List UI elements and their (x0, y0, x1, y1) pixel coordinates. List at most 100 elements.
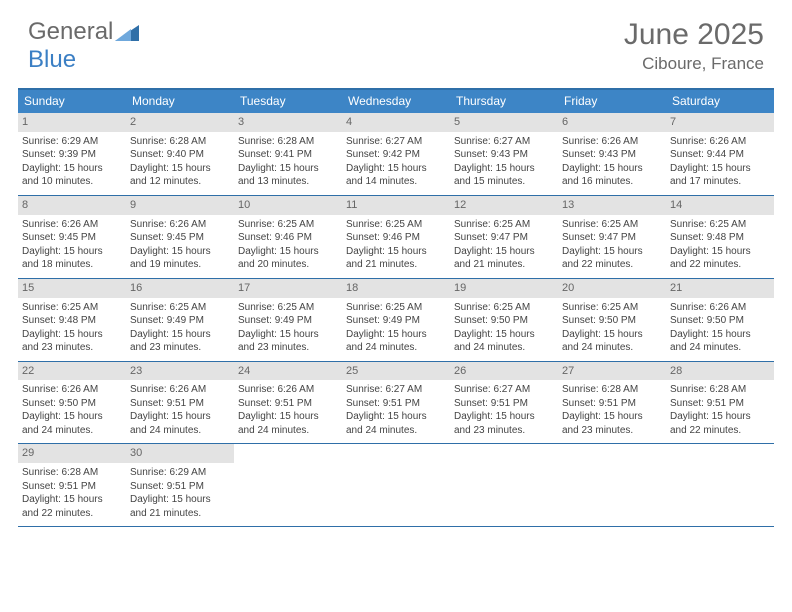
sunset-text: Sunset: 9:50 PM (562, 314, 662, 328)
day-number: 9 (126, 196, 234, 215)
day-number: 30 (126, 444, 234, 463)
logo-word1: General (28, 18, 113, 46)
sunrise-text: Sunrise: 6:28 AM (238, 135, 338, 149)
day-number: 12 (450, 196, 558, 215)
sunrise-text: Sunrise: 6:25 AM (562, 218, 662, 232)
sunrise-text: Sunrise: 6:25 AM (346, 301, 446, 315)
daylight-text: Daylight: 15 hours and 20 minutes. (238, 245, 338, 272)
sunset-text: Sunset: 9:51 PM (22, 480, 122, 494)
day-cell: 29Sunrise: 6:28 AMSunset: 9:51 PMDayligh… (18, 444, 126, 526)
sunrise-text: Sunrise: 6:26 AM (22, 383, 122, 397)
week-row: 1Sunrise: 6:29 AMSunset: 9:39 PMDaylight… (18, 113, 774, 196)
day-cell: 20 Sunrise: 6:25 AMSunset: 9:50 PMDayligh… (558, 279, 666, 361)
sunset-text: Sunset: 9:51 PM (130, 397, 230, 411)
sunset-text: Sunset: 9:48 PM (22, 314, 122, 328)
day-cell: 8Sunrise: 6:26 AMSunset: 9:45 PMDaylight… (18, 196, 126, 278)
sunset-text: Sunset: 9:43 PM (562, 148, 662, 162)
daylight-text: Daylight: 15 hours and 24 minutes. (562, 328, 662, 355)
sunrise-text: Sunrise: 6:25 AM (238, 301, 338, 315)
sunrise-text: Sunrise: 6:27 AM (346, 135, 446, 149)
sunrise-text: Sunrise: 6:26 AM (670, 135, 770, 149)
sunset-text: Sunset: 9:51 PM (562, 397, 662, 411)
sunset-text: Sunset: 9:49 PM (130, 314, 230, 328)
daylight-text: Daylight: 15 hours and 24 minutes. (238, 410, 338, 437)
sunrise-text: Sunrise: 6:29 AM (130, 466, 230, 480)
day-number: 11 (342, 196, 450, 215)
daylight-text: Daylight: 15 hours and 17 minutes. (670, 162, 770, 189)
day-number: 13 (558, 196, 666, 215)
weeks-container: 1Sunrise: 6:29 AMSunset: 9:39 PMDaylight… (18, 113, 774, 527)
sunset-text: Sunset: 9:45 PM (130, 231, 230, 245)
daylight-text: Daylight: 15 hours and 21 minutes. (346, 245, 446, 272)
sunrise-text: Sunrise: 6:28 AM (562, 383, 662, 397)
sunset-text: Sunset: 9:50 PM (454, 314, 554, 328)
sunset-text: Sunset: 9:48 PM (670, 231, 770, 245)
sunrise-text: Sunrise: 6:25 AM (346, 218, 446, 232)
sunrise-text: Sunrise: 6:25 AM (22, 301, 122, 315)
title-block: June 2025 Ciboure, France (624, 18, 764, 74)
day-cell: 14Sunrise: 6:25 AMSunset: 9:48 PMDayligh… (666, 196, 774, 278)
sunrise-text: Sunrise: 6:27 AM (454, 383, 554, 397)
day-cell: 17Sunrise: 6:25 AMSunset: 9:49 PMDayligh… (234, 279, 342, 361)
day-cell (450, 444, 558, 526)
month-title: June 2025 (624, 18, 764, 52)
day-cell: 30 Sunrise: 6:29 AMSunset: 9:51 PMDayligh… (126, 444, 234, 526)
sunrise-text: Sunrise: 6:26 AM (22, 218, 122, 232)
sunset-text: Sunset: 9:51 PM (130, 480, 230, 494)
daylight-text: Daylight: 15 hours and 24 minutes. (346, 328, 446, 355)
daylight-text: Daylight: 15 hours and 24 minutes. (130, 410, 230, 437)
daylight-text: Daylight: 15 hours and 24 minutes. (670, 328, 770, 355)
daylight-text: Daylight: 15 hours and 22 minutes. (670, 410, 770, 437)
sunrise-text: Sunrise: 6:25 AM (670, 218, 770, 232)
sunrise-text: Sunrise: 6:25 AM (454, 218, 554, 232)
day-cell: 9Sunrise: 6:26 AMSunset: 9:45 PMDaylight… (126, 196, 234, 278)
sunrise-text: Sunrise: 6:27 AM (346, 383, 446, 397)
logo-triangle-icon (115, 22, 141, 42)
day-cell: 19Sunrise: 6:25 AMSunset: 9:50 PMDayligh… (450, 279, 558, 361)
sunset-text: Sunset: 9:51 PM (238, 397, 338, 411)
header: General June 2025 Ciboure, France (0, 0, 792, 82)
sunset-text: Sunset: 9:51 PM (346, 397, 446, 411)
day-number: 5 (450, 113, 558, 132)
daylight-text: Daylight: 15 hours and 21 minutes. (130, 493, 230, 520)
sunrise-text: Sunrise: 6:28 AM (130, 135, 230, 149)
day-cell: 16Sunrise: 6:25 AMSunset: 9:49 PMDayligh… (126, 279, 234, 361)
day-cell: 6Sunrise: 6:26 AMSunset: 9:43 PMDaylight… (558, 113, 666, 195)
daylight-text: Daylight: 15 hours and 22 minutes. (22, 493, 122, 520)
day-cell: 11Sunrise: 6:25 AMSunset: 9:46 PMDayligh… (342, 196, 450, 278)
sunset-text: Sunset: 9:46 PM (238, 231, 338, 245)
day-number: 3 (234, 113, 342, 132)
day-cell (666, 444, 774, 526)
day-number: 27 (558, 362, 666, 381)
sunset-text: Sunset: 9:49 PM (346, 314, 446, 328)
sunset-text: Sunset: 9:50 PM (670, 314, 770, 328)
day-number: 19 (450, 279, 558, 298)
sunrise-text: Sunrise: 6:25 AM (562, 301, 662, 315)
day-cell: 23Sunrise: 6:26 AMSunset: 9:51 PMDayligh… (126, 362, 234, 444)
daylight-text: Daylight: 15 hours and 10 minutes. (22, 162, 122, 189)
daylight-text: Daylight: 15 hours and 23 minutes. (130, 328, 230, 355)
day-number: 26 (450, 362, 558, 381)
daylight-text: Daylight: 15 hours and 24 minutes. (22, 410, 122, 437)
day-number: 14 (666, 196, 774, 215)
day-cell: 28Sunrise: 6:28 AMSunset: 9:51 PMDayligh… (666, 362, 774, 444)
sunrise-text: Sunrise: 6:26 AM (238, 383, 338, 397)
day-number: 18 (342, 279, 450, 298)
daylight-text: Daylight: 15 hours and 12 minutes. (130, 162, 230, 189)
day-cell: 27Sunrise: 6:28 AMSunset: 9:51 PMDayligh… (558, 362, 666, 444)
day-number: 8 (18, 196, 126, 215)
sunset-text: Sunset: 9:43 PM (454, 148, 554, 162)
day-number: 10 (234, 196, 342, 215)
weekday-label: Thursday (450, 90, 558, 113)
day-cell: 21Sunrise: 6:26 AMSunset: 9:50 PMDayligh… (666, 279, 774, 361)
sunrise-text: Sunrise: 6:26 AM (562, 135, 662, 149)
day-number: 15 (18, 279, 126, 298)
day-number: 4 (342, 113, 450, 132)
day-number: 20 (558, 279, 666, 298)
day-number: 29 (18, 444, 126, 463)
day-cell: 3Sunrise: 6:28 AMSunset: 9:41 PMDaylight… (234, 113, 342, 195)
sunrise-text: Sunrise: 6:27 AM (454, 135, 554, 149)
day-cell: 12Sunrise: 6:25 AMSunset: 9:47 PMDayligh… (450, 196, 558, 278)
day-cell: 15Sunrise: 6:25 AMSunset: 9:48 PMDayligh… (18, 279, 126, 361)
day-cell: 10Sunrise: 6:25 AMSunset: 9:46 PMDayligh… (234, 196, 342, 278)
